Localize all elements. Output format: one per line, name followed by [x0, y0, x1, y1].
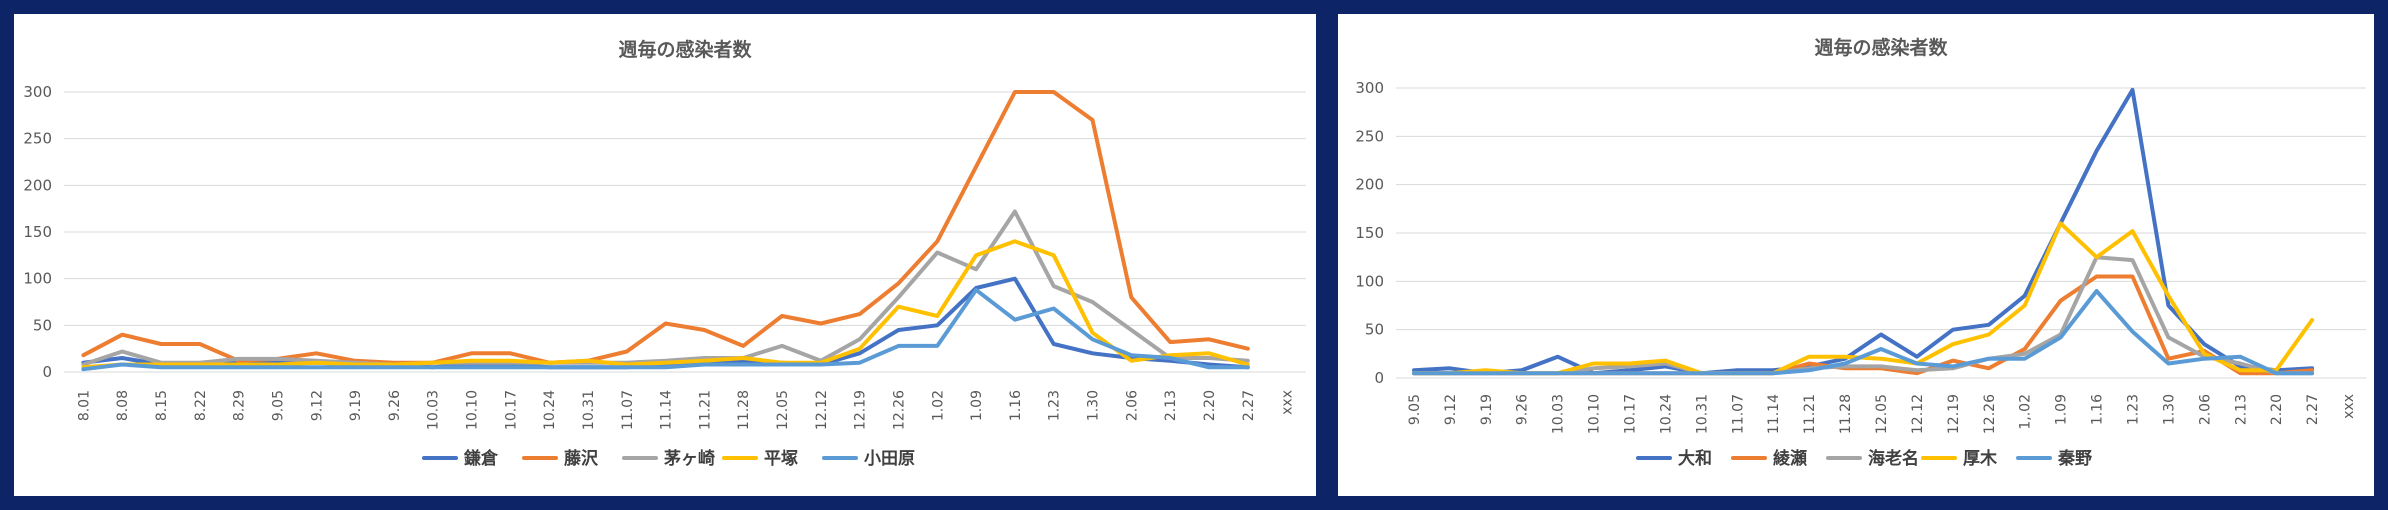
legend-label: 秦野 — [2058, 448, 2092, 469]
y-tick-label: 100 — [1355, 272, 1384, 290]
x-tick-label: 10.03 — [1551, 394, 1567, 434]
x-tick-label: 10.31 — [1694, 394, 1710, 434]
legend-label: 小田原 — [864, 449, 915, 469]
x-tick-label: 9.12 — [1443, 394, 1459, 425]
x-tick-label: 1.09 — [2054, 394, 2070, 425]
legend-label: 大和 — [1678, 448, 1712, 469]
x-tick-label: 1.30 — [2161, 394, 2177, 425]
legend-label: 厚木 — [1963, 448, 1998, 469]
x-tick-label: 11.07 — [1730, 394, 1746, 434]
y-tick-label: 300 — [1355, 79, 1384, 97]
chart-panel-left: 週毎の感染者数 0 50 100 150 200 250 300 8.01 8.08 8.15 8.2… — [14, 14, 1316, 496]
x-tick-label: 10.03 — [426, 390, 442, 430]
x-tick-label: 9.12 — [309, 390, 325, 421]
y-tick-label: 100 — [23, 270, 52, 288]
y-tick-label: 0 — [1374, 369, 1384, 387]
x-tick-label: 12.12 — [814, 390, 830, 430]
x-tick-label: 1.30 — [1086, 390, 1102, 421]
x-tick-label: 11.21 — [697, 390, 713, 430]
y-tick-label: 200 — [23, 176, 52, 194]
x-tick-label: 1.23 — [2125, 394, 2141, 425]
y-tick-label: 150 — [1355, 224, 1384, 242]
x-tick-label: 11.28 — [1838, 394, 1854, 434]
x-tick-label: 2.06 — [2197, 394, 2213, 425]
x-tick-label: 1,.02 — [2018, 394, 2034, 430]
x-tick-label: 10.10 — [465, 390, 481, 430]
chart-title: 週毎の感染者数 — [1814, 36, 1948, 59]
x-tick-label: 8.15 — [154, 390, 170, 421]
legend-label: 藤沢 — [564, 448, 599, 469]
x-tick-label: 10.24 — [542, 390, 558, 430]
legend-label: 綾瀬 — [1773, 448, 1807, 469]
x-tick-label: xxx — [2341, 394, 2357, 419]
x-tick-label: 12.05 — [775, 390, 791, 430]
x-tick-label: 8.01 — [76, 390, 92, 421]
x-tick-label: 11.14 — [1766, 394, 1782, 434]
x-tick-label: 10.31 — [581, 390, 597, 430]
x-tick-label: 2.13 — [1163, 390, 1179, 421]
x-tick-label: 9.19 — [1479, 394, 1495, 425]
x-tick-label: 8.22 — [193, 390, 209, 421]
series-line-大和 — [1412, 87, 2315, 376]
series-line-秦野 — [1412, 289, 2315, 376]
x-tick-label: 8.08 — [115, 390, 131, 421]
x-tick-label: 12.19 — [853, 390, 869, 430]
y-tick-label: 300 — [23, 83, 52, 101]
y-tick-label: 250 — [23, 130, 52, 148]
x-tick-label: 12.19 — [1946, 394, 1962, 434]
series-line-茅ヶ崎 — [81, 209, 1250, 367]
x-tick-label: 9.05 — [1407, 394, 1423, 425]
legend-label: 平塚 — [764, 449, 798, 469]
x-tick-label: 12.26 — [1982, 394, 1998, 434]
series-line-平塚 — [81, 239, 1250, 370]
x-tick-label: 10.24 — [1658, 394, 1674, 434]
chart-panel-right: 週毎の感染者数 0 50 100 150 200 250 300 9.05 9.12 9.19 9.2… — [1338, 14, 2374, 496]
x-tick-label: xxx — [1280, 390, 1296, 415]
x-tick-label: 9.19 — [348, 390, 364, 421]
x-tick-label: 2.13 — [2233, 394, 2249, 425]
x-tick-label: 8.29 — [232, 390, 248, 421]
x-tick-label: 10.17 — [503, 390, 519, 430]
x-tick-label: 2.20 — [2269, 394, 2285, 425]
legend-label: 茅ヶ崎 — [664, 448, 715, 469]
x-tick-label: 11.14 — [659, 390, 675, 430]
x-tick-label: 1.16 — [1008, 390, 1024, 421]
legend-label: 鎌倉 — [463, 448, 499, 469]
x-tick-label: 1.02 — [930, 390, 946, 421]
x-tick-label: 2.20 — [1202, 390, 1218, 421]
x-tick-label: 2.27 — [2305, 394, 2321, 425]
x-tick-label: 1.16 — [2090, 394, 2106, 425]
chart-right: 週毎の感染者数 0 50 100 150 200 250 300 9.05 9.12 9.19 9.2… — [1355, 36, 2366, 469]
y-tick-label: 200 — [1355, 176, 1384, 194]
x-tick-label: 12.12 — [1910, 394, 1926, 434]
x-tick-label: 11.28 — [736, 390, 752, 430]
x-tick-label: 9.05 — [270, 390, 286, 421]
series-line-厚木 — [1412, 221, 2315, 376]
x-tick-label: 12.05 — [1874, 394, 1890, 434]
y-tick-label: 150 — [23, 223, 52, 241]
x-tick-label: 2.27 — [1241, 390, 1257, 421]
y-tick-label: 50 — [33, 316, 52, 334]
y-tick-label: 50 — [1365, 321, 1384, 339]
x-tick-label: 11.07 — [620, 390, 636, 430]
chart-title: 週毎の感染者数 — [618, 38, 752, 61]
legend-label: 海老名 — [1868, 448, 1919, 469]
x-tick-label: 10.10 — [1587, 394, 1603, 434]
series-line-小田原 — [81, 287, 1250, 372]
x-tick-label: 2.06 — [1124, 390, 1140, 421]
x-tick-label: 1.23 — [1047, 390, 1063, 421]
x-tick-label: 11.21 — [1802, 394, 1818, 434]
x-tick-label: 1.09 — [969, 390, 985, 421]
chart-left: 週毎の感染者数 0 50 100 150 200 250 300 8.01 8.08 8.15 8.2… — [23, 38, 1306, 469]
x-tick-label: 10.17 — [1623, 394, 1639, 434]
x-tick-label: 9.26 — [1515, 394, 1531, 425]
y-tick-label: 0 — [42, 363, 52, 381]
x-tick-label: 9.26 — [387, 390, 403, 421]
y-tick-label: 250 — [1355, 127, 1384, 145]
x-tick-label: 12.26 — [891, 390, 907, 430]
